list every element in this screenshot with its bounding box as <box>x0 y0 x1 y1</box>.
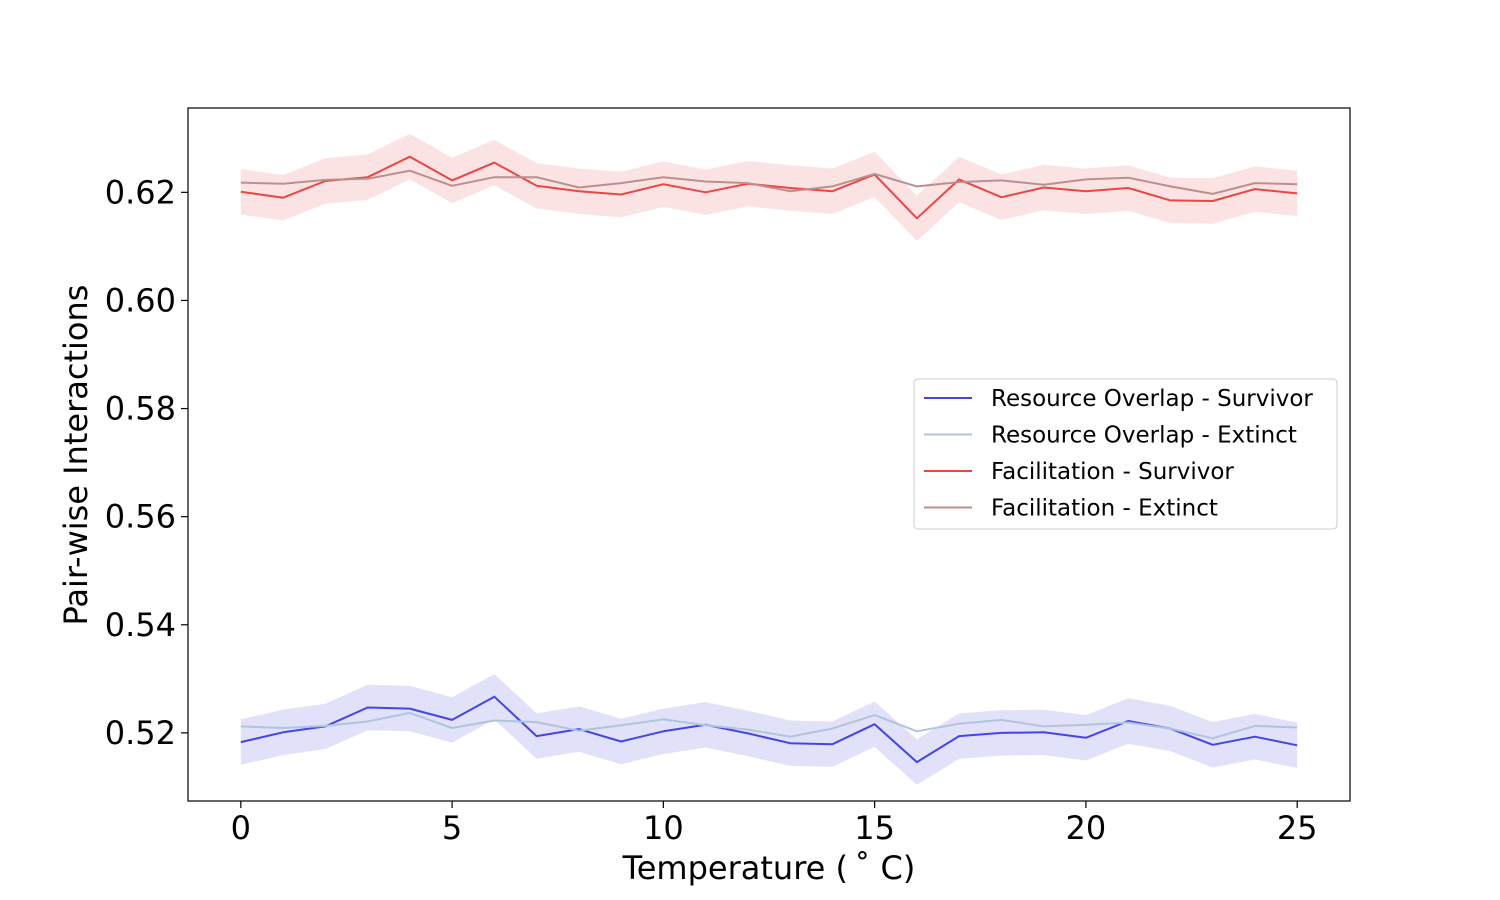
x-tick-label: 25 <box>1277 809 1318 847</box>
y-axis: 0.52 0.54 0.56 0.58 0.60 0.62 <box>105 173 188 752</box>
plot-area-frame <box>187 107 1351 802</box>
y-axis-label: Pair-wise Interactions <box>57 285 95 626</box>
line-resource-overlap-extinct <box>240 711 1298 740</box>
legend-label-resource-overlap-survivor: Resource Overlap - Survivor <box>991 386 1313 412</box>
y-tick-label: 0.58 <box>105 390 176 428</box>
legend-label-resource-overlap-extinct: Resource Overlap - Extinct <box>991 423 1297 449</box>
x-tick-label: 20 <box>1066 809 1107 847</box>
legend-label-facilitation-extinct: Facilitation - Extinct <box>991 496 1218 522</box>
x-tick-label: 10 <box>643 809 684 847</box>
line-facilitation-extinct <box>240 169 1298 195</box>
x-tick-label: 15 <box>854 809 895 847</box>
x-tick-label: 5 <box>442 809 462 847</box>
y-tick-label: 0.54 <box>105 606 176 644</box>
y-tick-label: 0.60 <box>105 281 176 319</box>
y-tick-label: 0.62 <box>105 173 176 211</box>
series-lines <box>240 155 1298 764</box>
legend-frame <box>913 378 1338 530</box>
legend: Resource Overlap - Survivor Resource Over… <box>913 378 1338 530</box>
y-tick-label: 0.56 <box>105 498 176 536</box>
line-facilitation-survivor <box>240 155 1298 220</box>
y-tick-label: 0.52 <box>105 714 176 752</box>
x-axis: 0 5 10 15 20 25 <box>231 801 1318 847</box>
band-resource-overlap-survivor <box>240 674 1298 785</box>
x-axis-label: Temperature ( ˚ C) <box>622 849 916 887</box>
x-tick-label: 0 <box>231 809 251 847</box>
legend-label-facilitation-survivor: Facilitation - Survivor <box>991 459 1234 485</box>
